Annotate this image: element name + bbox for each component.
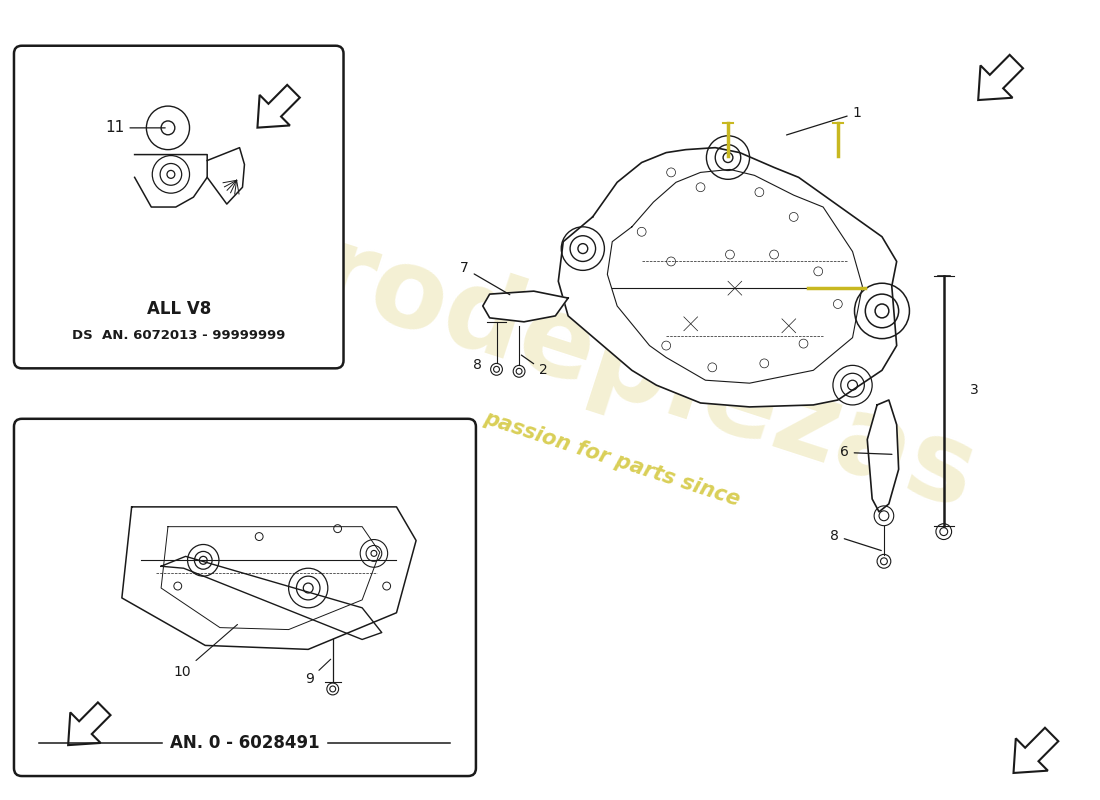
Polygon shape — [483, 291, 568, 322]
Text: eurodepiezas: eurodepiezas — [157, 170, 989, 531]
Text: 2: 2 — [521, 355, 548, 378]
FancyBboxPatch shape — [14, 46, 343, 368]
Text: ALL V8: ALL V8 — [146, 300, 211, 318]
Polygon shape — [134, 154, 207, 207]
Polygon shape — [559, 148, 896, 407]
Polygon shape — [161, 556, 382, 639]
FancyBboxPatch shape — [14, 419, 476, 776]
Polygon shape — [867, 400, 899, 512]
Text: passion for parts since: passion for parts since — [482, 408, 742, 510]
Text: 11: 11 — [106, 120, 165, 135]
Text: 9: 9 — [306, 659, 331, 686]
Polygon shape — [1013, 728, 1058, 773]
Polygon shape — [257, 85, 300, 128]
Text: DS  AN. 6072013 - 99999999: DS AN. 6072013 - 99999999 — [73, 329, 285, 342]
Text: 8: 8 — [473, 358, 482, 372]
Text: 1: 1 — [786, 106, 861, 135]
Text: AN. 0 - 6028491: AN. 0 - 6028491 — [170, 734, 320, 752]
Text: 6: 6 — [839, 446, 892, 459]
Polygon shape — [978, 55, 1023, 100]
Text: 3: 3 — [970, 383, 979, 397]
Text: 7: 7 — [460, 262, 509, 294]
Polygon shape — [207, 148, 244, 204]
Polygon shape — [122, 507, 416, 650]
Text: 8: 8 — [830, 529, 881, 550]
Text: 10: 10 — [174, 625, 238, 679]
Polygon shape — [68, 702, 110, 745]
